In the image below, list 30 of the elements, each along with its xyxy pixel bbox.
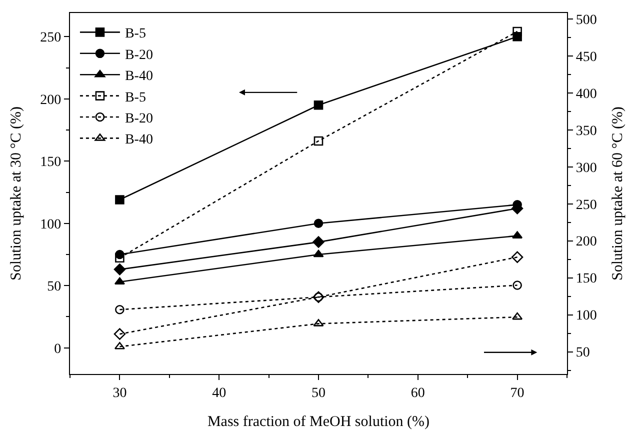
x-tick-label: 60 [410, 386, 425, 401]
x-tick-label: 40 [212, 386, 226, 401]
y-tick-label: 150 [40, 155, 62, 170]
y-tick-label: 250 [40, 30, 62, 46]
legend-label: B-5 [124, 26, 146, 42]
y2-tick-label: 250 [576, 198, 597, 213]
y2-tick-label: 450 [576, 50, 597, 65]
y2-axis-title: Solution uptake at 60 °C (%) [610, 106, 626, 280]
y2-tick-label: 50 [576, 346, 590, 361]
y-axis-title: Solution uptake at 30 °C (%) [8, 106, 24, 280]
x-axis-title: Mass fraction of MeOH solution (%) [207, 414, 430, 430]
legend-label: B-20 [124, 111, 153, 126]
legend-label: B-5 [124, 90, 146, 106]
y-tick-label: 200 [40, 92, 62, 108]
legend-label: B-40 [124, 132, 153, 148]
y2-tick-label: 150 [576, 272, 597, 287]
y2-tick-label: 400 [576, 86, 597, 102]
y2-tick-label: 500 [576, 12, 597, 28]
legend-label: B-40 [124, 69, 153, 84]
y2-tick-label: 200 [576, 234, 597, 250]
y-tick-label: 50 [47, 280, 62, 295]
x-tick-label: 50 [312, 386, 326, 401]
y-tick-label: 0 [54, 342, 62, 357]
x-tick-label: 70 [510, 386, 524, 401]
y2-tick-label: 300 [576, 160, 597, 176]
y2-tick-label: 350 [576, 124, 597, 139]
x-tick-label: 30 [112, 386, 127, 401]
y-tick-label: 100 [40, 217, 62, 232]
legend-label: B-20 [124, 48, 153, 63]
y2-tick-label: 100 [576, 308, 597, 324]
